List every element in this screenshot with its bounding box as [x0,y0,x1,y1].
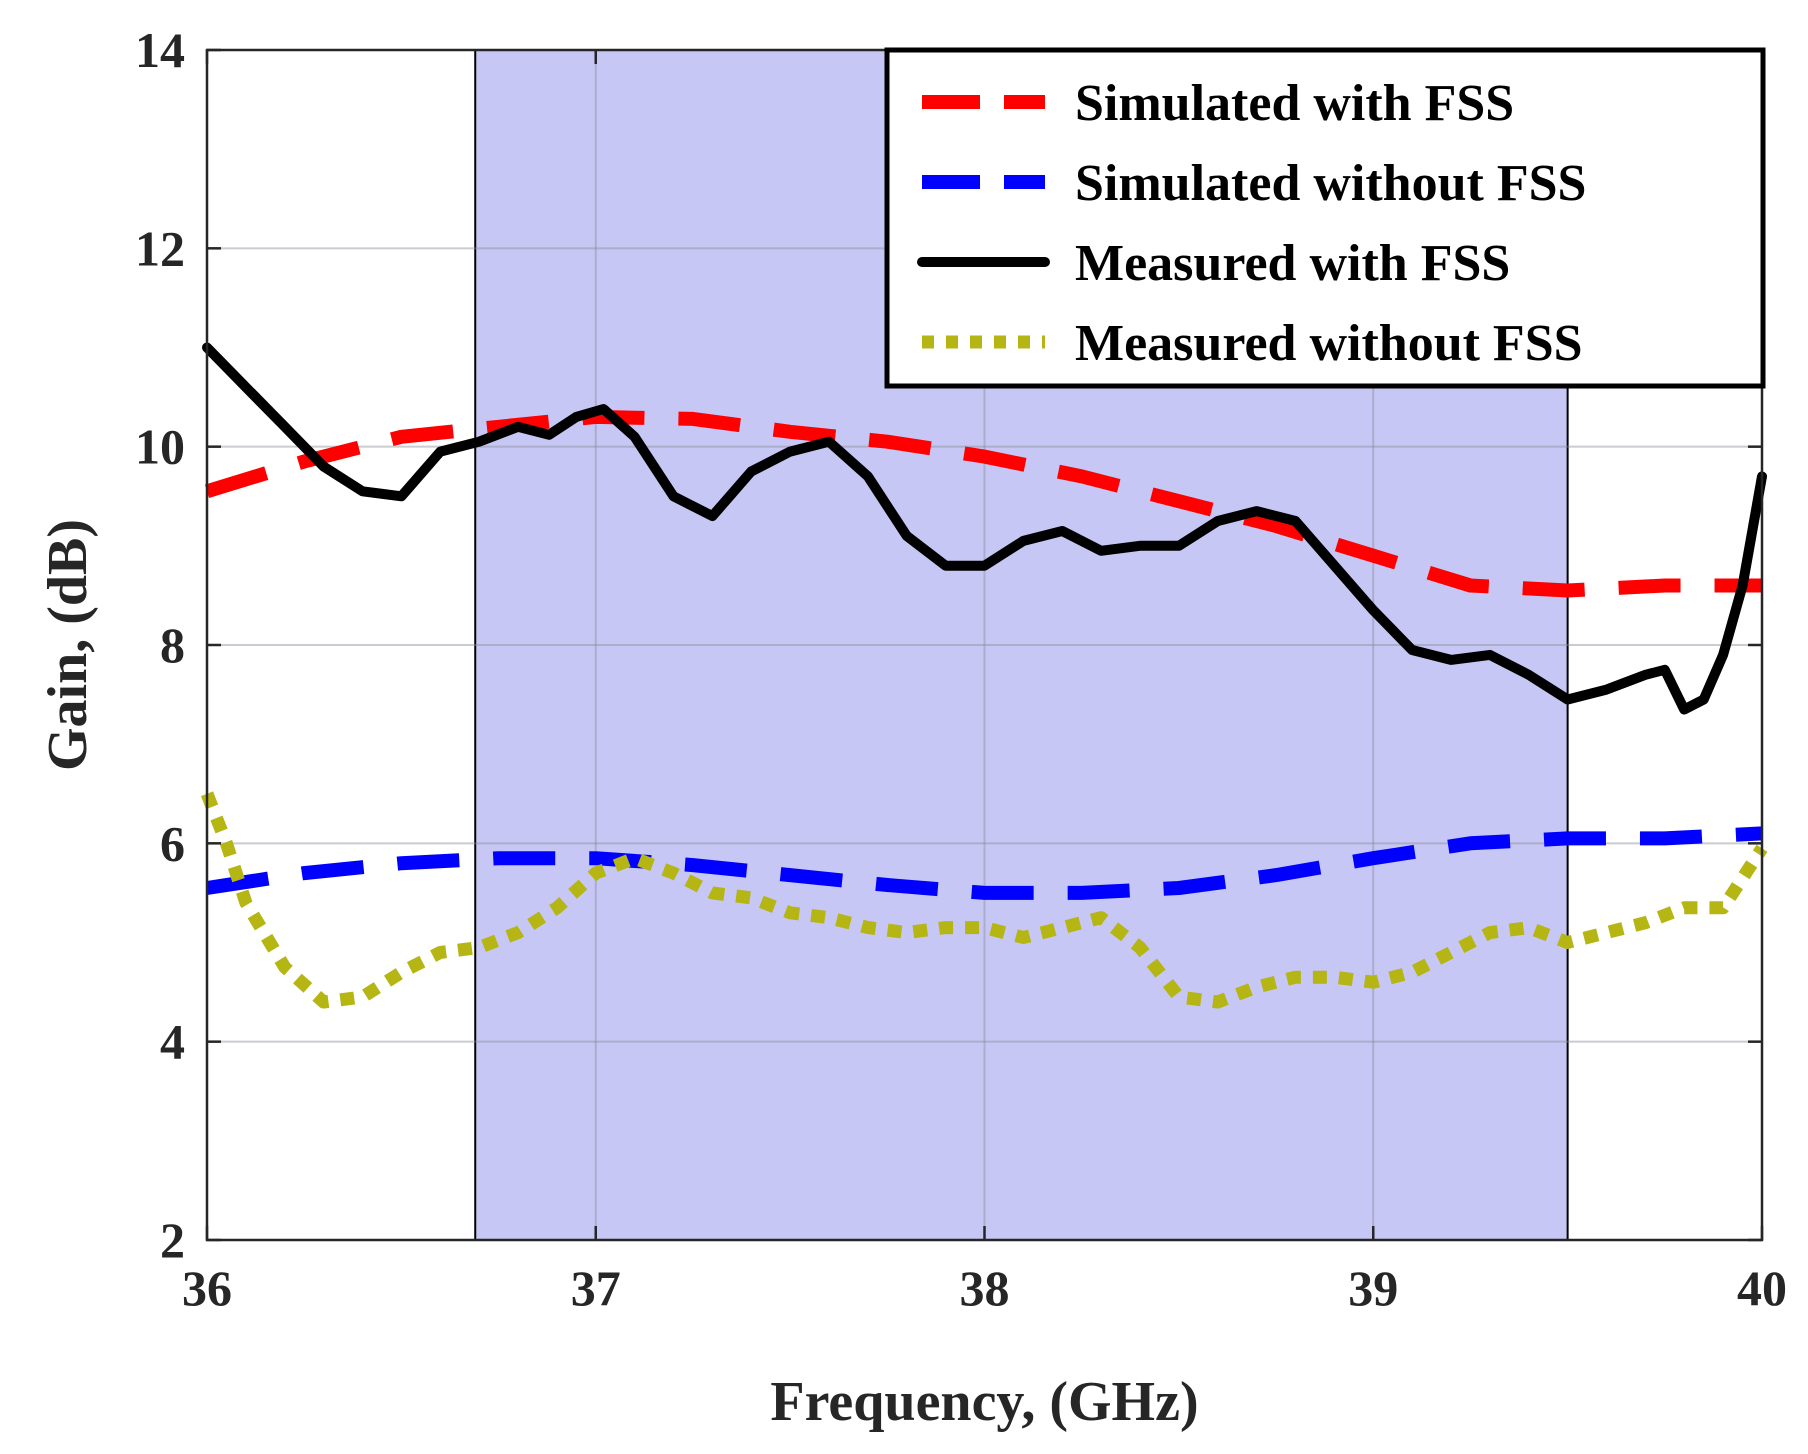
series-line-simulated-without-fss [205,826,1763,900]
y-tick-label-12: 12 [135,220,185,276]
legend-box [884,47,1766,389]
x-tick-label-36: 36 [182,1260,232,1316]
x-tick-label-38: 38 [960,1260,1010,1316]
series-line-measured-without-fss [200,791,1768,1009]
tick-label-layer: 36 37 38 39 40 2 4 6 8 10 12 14 [135,22,1787,1316]
y-tick-label-4: 4 [160,1014,185,1070]
legend-label-measured-with-fss: Measured with FSS [1075,235,1510,292]
legend-label-simulated-with-fss: Simulated with FSS [1075,75,1514,132]
series-layer [200,342,1768,1009]
y-tick-label-2: 2 [160,1212,185,1268]
y-tick-label-8: 8 [160,617,185,673]
legend-label-measured-without-fss: Measured without FSS [1075,315,1583,372]
x-tick-label-40: 40 [1737,1260,1787,1316]
series-line-measured-with-fss [202,342,1767,715]
legend-label-simulated-without-fss: Simulated without FSS [1075,155,1586,212]
y-tick-label-14: 14 [135,22,185,78]
legend: Simulated with FSS Simulated without FSS… [884,47,1766,389]
x-axis-label: Frequency, (GHz) [770,1371,1198,1433]
series-line-simulated-with-fss [204,409,1762,598]
y-tick-label-10: 10 [135,419,185,475]
x-tick-label-37: 37 [571,1260,621,1316]
y-axis-label: Gain, (dB) [37,519,99,771]
x-tick-label-39: 39 [1348,1260,1398,1316]
y-tick-label-6: 6 [160,815,185,871]
